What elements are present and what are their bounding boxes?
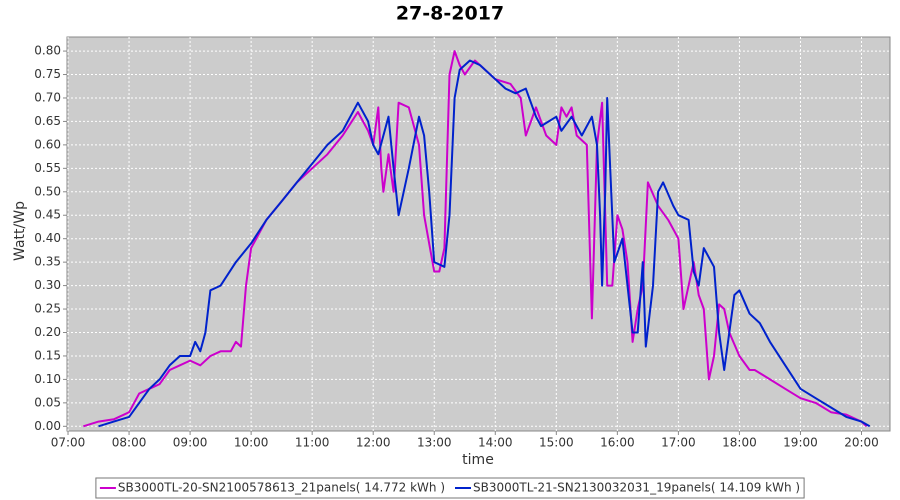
x-tick-label: 20:00: [844, 436, 879, 450]
chart-title: 27-8-2017: [396, 3, 504, 25]
y-tick-label: 0.25: [34, 302, 61, 316]
y-tick-label: 0.75: [34, 67, 61, 81]
y-tick-label: 0.45: [34, 208, 61, 222]
legend: SB3000TL-20-SN2100578613_21panels( 14.77…: [95, 477, 805, 499]
y-tick-label: 0.30: [34, 278, 61, 292]
y-tick-label: 0.55: [34, 161, 61, 175]
y-tick-label: 0.65: [34, 114, 61, 128]
y-tick-label: 0.15: [34, 348, 61, 362]
y-axis-label: Watt/Wp: [12, 201, 28, 261]
x-tick-label: 17:00: [661, 436, 696, 450]
x-tick-label: 15:00: [539, 436, 574, 450]
x-tick-label: 18:00: [722, 436, 757, 450]
series-line: [83, 50, 868, 428]
y-tick-label: 0.20: [34, 325, 61, 339]
y-tick-label: 0.35: [34, 255, 61, 269]
x-tick-label: 11:00: [295, 436, 330, 450]
x-tick-label: 09:00: [173, 436, 208, 450]
y-tick-label: 0.00: [34, 419, 61, 433]
y-tick-label: 0.50: [34, 184, 61, 198]
x-tick-label: 19:00: [783, 436, 818, 450]
series-line: [98, 59, 871, 428]
legend-label: SB3000TL-20-SN2100578613_21panels( 14.77…: [118, 481, 445, 495]
legend-box: [95, 477, 805, 499]
y-tick-label: 0.40: [34, 231, 61, 245]
x-axis-label: time: [462, 452, 494, 468]
x-tick-label: 08:00: [112, 436, 147, 450]
y-tick-label: 0.80: [34, 44, 61, 58]
x-tick-label: 16:00: [600, 436, 635, 450]
x-tick-label: 13:00: [417, 436, 452, 450]
x-tick-label: 14:00: [478, 436, 513, 450]
x-tick-label: 12:00: [356, 436, 391, 450]
y-tick-label: 0.60: [34, 137, 61, 151]
y-tick-label: 0.05: [34, 395, 61, 409]
x-tick-label: 10:00: [234, 436, 269, 450]
y-tick-label: 0.70: [34, 90, 61, 104]
legend-label: SB3000TL-21-SN2130032031_19panels( 14.10…: [473, 481, 800, 495]
plot-area: [66, 36, 891, 432]
x-tick-label: 07:00: [51, 436, 86, 450]
y-tick-label: 0.10: [34, 372, 61, 386]
